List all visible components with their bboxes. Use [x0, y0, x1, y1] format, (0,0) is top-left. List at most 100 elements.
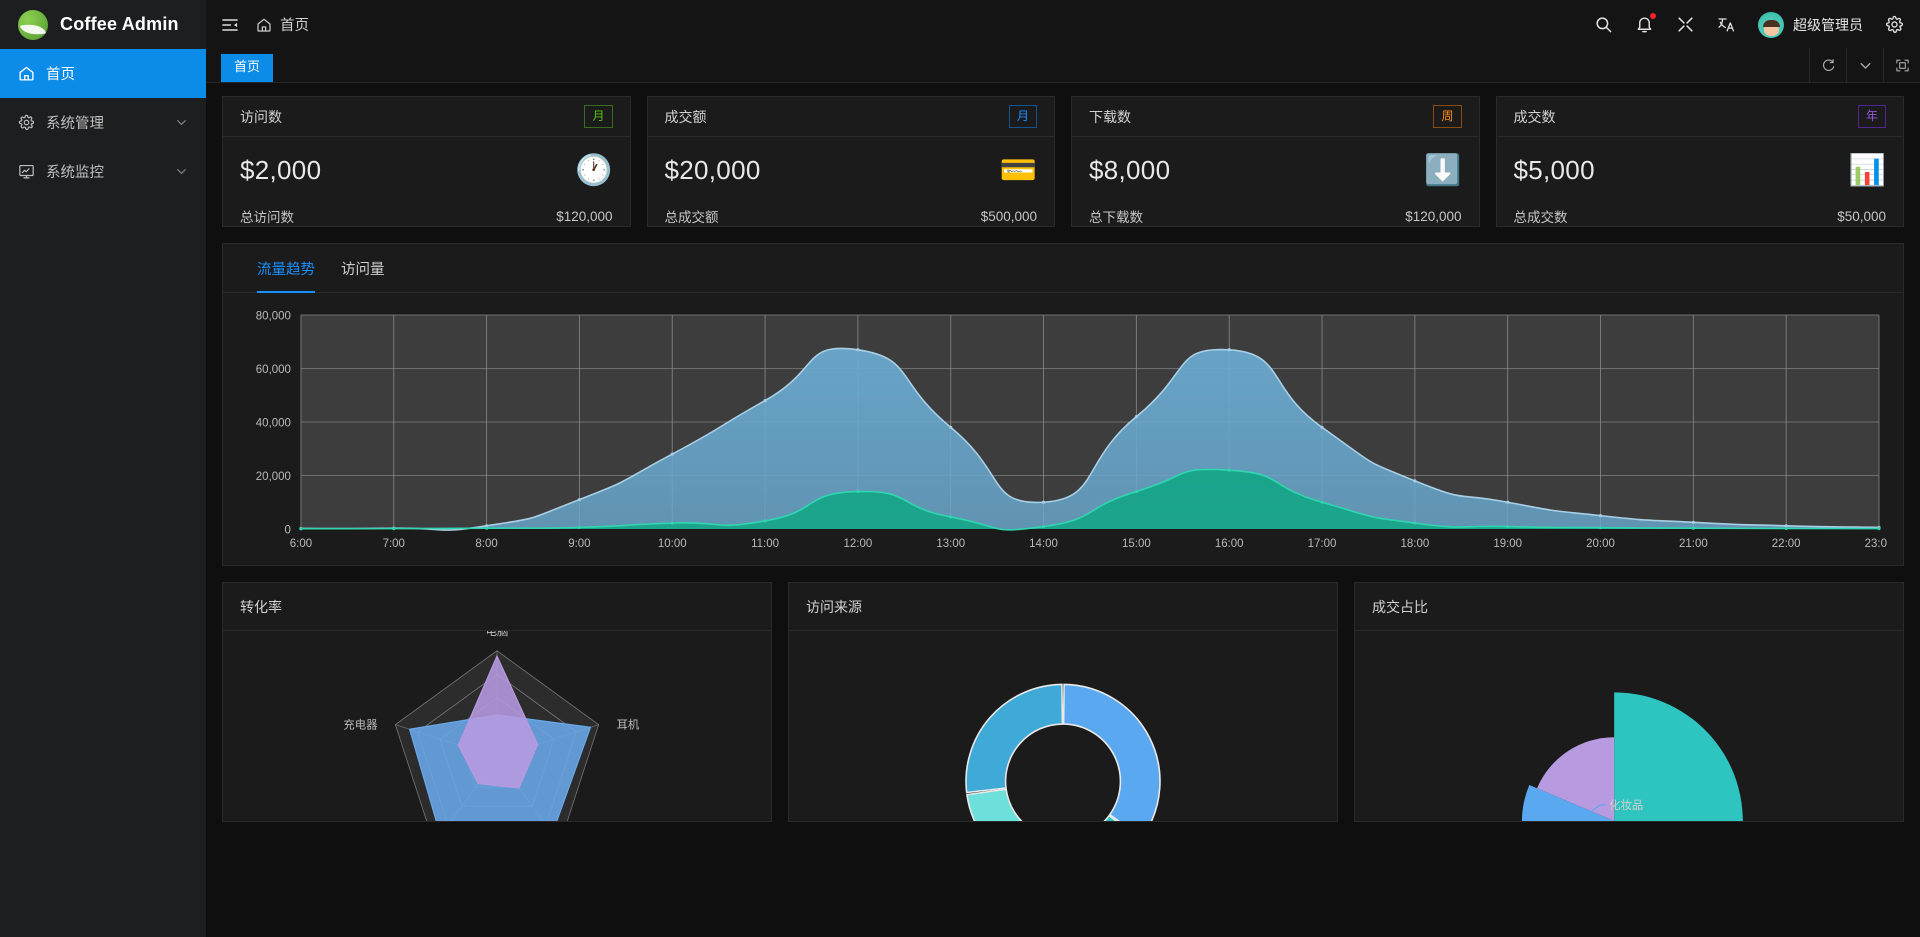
svg-text:8:00: 8:00: [475, 538, 497, 550]
kpi-card-visits: 访问数 月 $2,000 🕐 总访问数 $120,000: [222, 96, 631, 227]
trend-panel: 流量趋势 访问量 0 20,000 40,000 60,000 80,000 6:00 7:…: [222, 243, 1904, 566]
credit-card-icon: 💳: [999, 153, 1037, 187]
kpi-card-turnover: 成交额 月 $20,000 💳 总成交额 $500,000: [646, 96, 1055, 227]
card-title: 成交占比: [1372, 598, 1428, 615]
sidebar-item-system-monitor[interactable]: 系统监控: [0, 147, 206, 196]
translate-icon[interactable]: [1717, 15, 1736, 34]
card-title: 成交额: [664, 108, 707, 125]
svg-text:电脑: 电脑: [486, 631, 509, 638]
kpi-footer-label: 总成交额: [664, 210, 719, 225]
svg-text:12:00: 12:00: [844, 538, 873, 550]
card-title: 访问数: [240, 108, 282, 125]
header-right: 超级管理员: [1594, 11, 1904, 38]
search-icon[interactable]: [1594, 15, 1613, 34]
kpi-footer-value: $120,000: [1405, 208, 1462, 224]
user-name: 超级管理员: [1793, 16, 1863, 33]
visit-source-card: 访问来源: [788, 582, 1338, 822]
card-body: $20,000 💳 总成交额 $500,000: [648, 137, 1055, 226]
trend-tabs: 流量趋势 访问量: [223, 244, 1903, 293]
dashboard-content: 访问数 月 $2,000 🕐 总访问数 $120,000: [206, 83, 1920, 937]
header-left: 首页: [220, 14, 309, 35]
kpi-row: 访问数 月 $2,000 🕐 总访问数 $120,000: [222, 96, 1904, 227]
conversion-rate-card: 转化率 电脑耳机手机手表充电器: [222, 582, 772, 822]
breadcrumb-label: 首页: [280, 18, 309, 34]
status-badge: 月: [584, 105, 613, 128]
home-icon: [18, 65, 35, 82]
svg-text:15:00: 15:00: [1122, 538, 1151, 550]
gear-icon[interactable]: [1885, 15, 1904, 34]
user-menu[interactable]: 超级管理员: [1758, 11, 1863, 38]
chevron-down-icon[interactable]: [1846, 48, 1883, 82]
sidebar-item-label: 系统管理: [46, 116, 104, 132]
status-badge: 周: [1433, 105, 1462, 128]
svg-text:23:00: 23:00: [1865, 538, 1887, 550]
svg-text:化妆品: 化妆品: [1609, 798, 1643, 812]
svg-text:18:00: 18:00: [1401, 538, 1430, 550]
kpi-card-deals: 成交数 年 $5,000 📊 总成交数 $50,000: [1495, 96, 1904, 227]
svg-text:14:00: 14:00: [1029, 538, 1058, 550]
spring-leaf-logo-icon: [18, 9, 48, 40]
svg-text:13:00: 13:00: [936, 538, 965, 550]
card-body: $2,000 🕐 总访问数 $120,000: [223, 137, 630, 226]
kpi-card-downloads: 下载数 周 $8,000 ⬇️ 总下载数 $120,000: [1071, 96, 1480, 227]
svg-text:6:00: 6:00: [290, 538, 312, 550]
clock-icon: 🕐: [575, 153, 613, 187]
page-tab-home[interactable]: 首页: [221, 54, 274, 82]
sidebar-item-label: 首页: [46, 67, 75, 83]
svg-text:9:00: 9:00: [568, 538, 590, 550]
svg-text:17:00: 17:00: [1308, 538, 1337, 550]
card-header: 成交额 月: [647, 97, 1054, 137]
svg-text:19:00: 19:00: [1493, 538, 1522, 550]
svg-text:耳机: 耳机: [616, 718, 639, 732]
tab-traffic-trend[interactable]: 流量趋势: [257, 244, 315, 293]
download-icon: ⬇️: [1424, 153, 1462, 187]
refresh-icon[interactable]: [1809, 48, 1846, 82]
sidebar-item-system-management[interactable]: 系统管理: [0, 98, 206, 147]
top-header: 首页: [206, 0, 1920, 49]
kpi-value: $20,000: [664, 155, 761, 185]
radar-chart[interactable]: 电脑耳机手机手表充电器: [223, 631, 771, 821]
card-header: 访问来源: [789, 583, 1337, 631]
rose-chart[interactable]: 电子产品化妆品: [1355, 631, 1903, 821]
card-title: 下载数: [1089, 108, 1131, 125]
page-tabstrip: 首页: [206, 48, 1920, 83]
status-badge: 月: [1008, 105, 1037, 128]
menu-fold-icon[interactable]: [220, 15, 240, 35]
breadcrumb[interactable]: 首页: [256, 14, 309, 35]
avatar: [1758, 11, 1784, 38]
tab-visits[interactable]: 访问量: [341, 261, 385, 278]
svg-text:16:00: 16:00: [1215, 538, 1244, 550]
kpi-footer-value: $120,000: [556, 208, 613, 224]
donut-chart[interactable]: [789, 631, 1337, 821]
kpi-footer-value: $500,000: [980, 208, 1037, 224]
home-icon: [256, 17, 272, 33]
card-header: 转化率: [223, 583, 771, 631]
maximize-icon[interactable]: [1883, 48, 1920, 82]
card-body: $5,000 📊 总成交数 $50,000: [1497, 137, 1904, 226]
svg-text:60,000: 60,000: [256, 364, 291, 376]
trend-chart-body: 0 20,000 40,000 60,000 80,000 6:00 7:00 8:00 9:0…: [223, 293, 1903, 565]
card-body: $8,000 ⬇️ 总下载数 $120,000: [1072, 137, 1479, 226]
brand[interactable]: Coffee Admin: [0, 0, 206, 49]
brand-name: Coffee Admin: [60, 14, 179, 34]
fullscreen-icon[interactable]: [1676, 15, 1695, 34]
bell-icon[interactable]: [1635, 13, 1656, 34]
svg-text:20,000: 20,000: [256, 471, 291, 483]
area-chart[interactable]: 0 20,000 40,000 60,000 80,000 6:00 7:00 8:00 9:0…: [239, 307, 1887, 557]
sidebar-nav: 首页 系统管理: [0, 49, 206, 196]
svg-text:7:00: 7:00: [383, 538, 405, 550]
svg-text:0: 0: [285, 524, 291, 536]
svg-text:21:00: 21:00: [1679, 538, 1708, 550]
pie-chart-icon: 📊: [1848, 153, 1886, 187]
sidebar-item-home[interactable]: 首页: [0, 49, 206, 98]
card-header: 成交数 年: [1496, 97, 1903, 137]
card-title: 访问来源: [806, 598, 862, 615]
notification-badge: [1650, 13, 1656, 19]
kpi-value: $5,000: [1513, 155, 1595, 185]
card-header: 下载数 周: [1072, 97, 1479, 137]
card-title: 转化率: [240, 598, 282, 615]
svg-text:22:00: 22:00: [1772, 538, 1801, 550]
chevron-down-icon: [175, 165, 188, 178]
card-header: 访问数 月: [223, 97, 630, 137]
card-header: 成交占比: [1355, 583, 1903, 631]
